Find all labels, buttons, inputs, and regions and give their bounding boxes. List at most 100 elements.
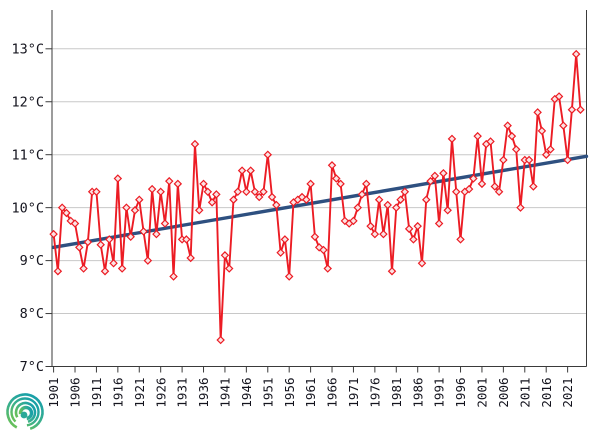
data-point-marker [53,266,63,276]
x-tick-label: 2001 [475,378,490,408]
data-point-marker [576,105,585,114]
data-point-marker [486,137,495,146]
x-tick-label: 2021 [560,378,575,408]
data-point-marker [340,216,350,226]
data-point-marker [387,266,397,276]
data-point-marker [105,235,114,244]
x-tick-label: 2011 [517,378,532,408]
data-point-marker [276,248,285,257]
data-point-marker [409,235,418,244]
data-point-marker [66,216,75,226]
data-point-marker [156,187,165,197]
x-tick-label: 1991 [432,378,447,408]
data-point-marker [297,192,307,202]
data-point-marker [439,168,448,178]
data-point-marker [434,219,444,228]
data-point-marker [533,108,542,117]
data-point-marker [554,92,564,101]
data-point-marker [130,206,140,215]
data-point-marker [284,272,294,281]
spiral-logo-icon [6,393,44,431]
data-point-marker [216,335,225,345]
data-point-marker [100,266,110,276]
data-point-marker [194,206,204,215]
data-point-marker [473,131,482,141]
data-point-markers [49,49,585,345]
data-point-marker [49,229,58,239]
x-tick-label: 1931 [175,378,190,408]
x-tick-label: 1996 [453,378,468,408]
data-point-marker [122,203,131,212]
data-point-marker [362,179,371,189]
data-point-marker [503,121,512,130]
data-point-marker [366,221,375,231]
data-point-marker [143,256,153,265]
data-point-marker [126,232,135,242]
data-point-marker [396,195,405,204]
x-tick-label: 1961 [303,378,318,408]
spiral-logo-center [20,411,28,419]
data-point-marker [499,155,508,165]
data-point-marker [254,192,264,202]
data-point-marker [404,224,414,234]
data-point-marker [379,229,388,239]
x-tick-label: 1916 [110,378,125,408]
data-point-marker [571,49,581,59]
x-tick-label: 1966 [325,378,340,408]
data-point-marker [537,126,547,136]
data-point-marker [109,258,118,268]
data-point-marker [567,105,577,114]
data-point-marker [357,190,367,199]
x-tick-label: 1951 [260,378,275,408]
data-point-marker [426,176,435,186]
data-point-marker [443,206,452,215]
x-tick-label: 1901 [46,378,61,408]
data-point-marker [422,195,431,204]
data-point-marker [229,195,238,204]
y-tick-label: 8°C [20,306,44,322]
data-point-marker [250,187,260,197]
data-point-marker [272,200,281,210]
data-point-marker [79,264,88,273]
data-point-marker [246,166,255,175]
data-point-marker [62,208,71,218]
data-point-marker [447,134,457,144]
x-tick-label: 1946 [239,378,254,408]
data-point-marker [263,150,273,159]
data-point-marker [516,203,525,212]
data-point-marker [83,237,93,247]
data-point-marker [259,187,268,197]
data-point-marker [207,198,217,207]
data-point-marker [469,174,478,183]
y-tick-label: 13°C [11,41,44,57]
data-point-marker [135,195,144,204]
data-point-marker [96,240,105,249]
data-point-marker [430,171,440,181]
x-axis-labels: 1901 1906 1911 1916 1921 1926 1931 1936 1941 1946… [46,366,575,408]
data-point-marker [413,221,422,231]
data-point-marker [113,174,123,183]
data-point-marker [199,179,208,189]
data-point-marker [57,203,67,212]
data-point-marker [456,235,465,244]
data-point-marker [417,258,427,268]
x-tick-label: 1936 [196,378,211,408]
x-tick-label: 2006 [496,378,511,408]
data-point-marker [370,229,380,239]
data-point-marker [152,229,161,239]
data-point-marker [452,187,461,197]
x-tick-label: 1956 [282,378,297,408]
data-point-marker [302,195,311,204]
x-tick-label: 1906 [68,378,83,408]
data-point-marker [92,187,101,197]
x-tick-label: 2016 [539,378,554,408]
data-point-marker [383,200,392,210]
data-point-marker [310,232,320,242]
data-point-marker [203,187,213,197]
data-point-marker [182,235,191,244]
data-point-marker [280,235,290,244]
data-point-marker [524,155,534,165]
y-tick-label: 10°C [11,200,44,216]
x-tick-label: 1971 [346,378,361,408]
